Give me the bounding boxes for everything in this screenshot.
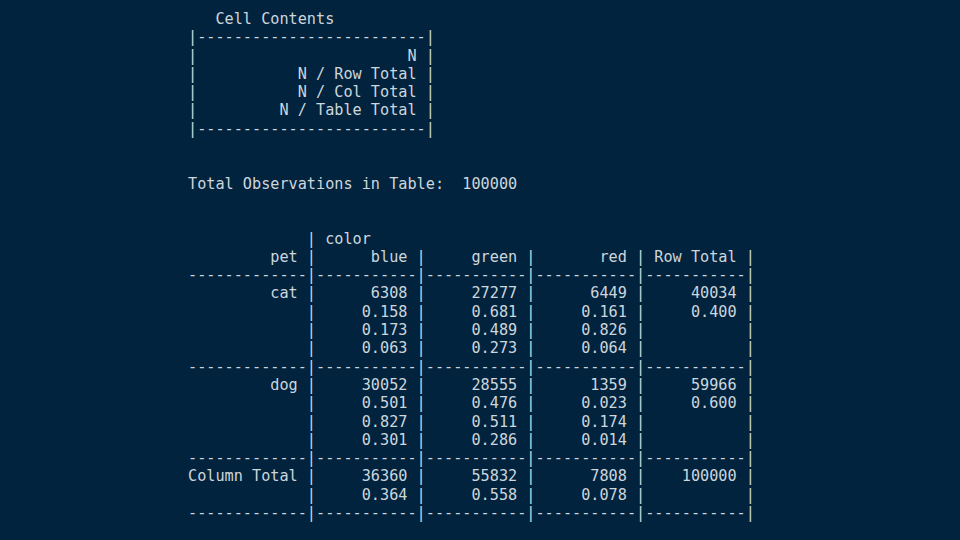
dark-console-slide: Cell Contents |-------------------------…: [0, 0, 960, 540]
r-crosstable-console-output: Cell Contents |-------------------------…: [188, 10, 764, 522]
